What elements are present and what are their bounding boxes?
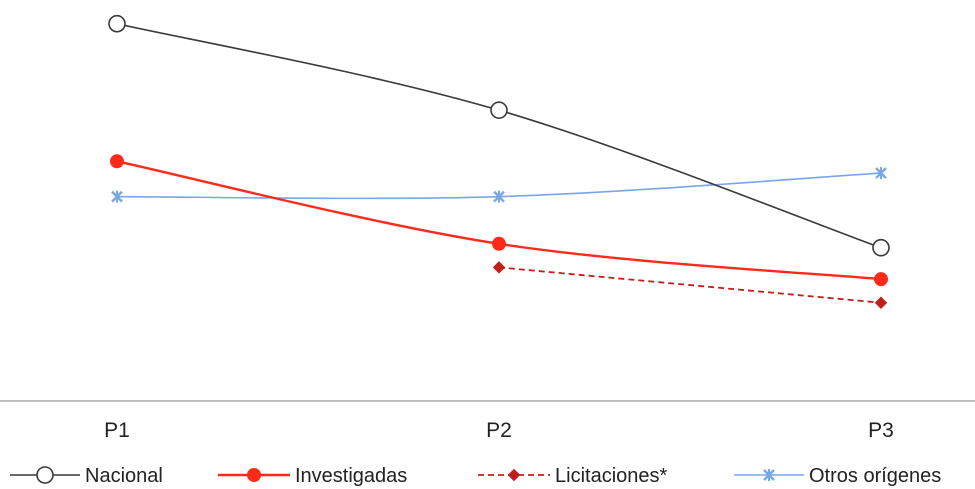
data-point-investigadas [110, 154, 124, 169]
data-point-investigadas [492, 236, 506, 251]
legend-label-licitaciones: Licitaciones* [555, 465, 668, 487]
legend-marker-otros-orígenes [763, 469, 775, 481]
data-point-licitaciones [492, 261, 506, 274]
x-tick-label: P3 [868, 419, 894, 442]
data-point-licitaciones [874, 296, 888, 309]
x-tick-labels: P1 P2 P3 [104, 419, 894, 442]
data-point-otros-orígenes [493, 190, 505, 203]
series-line-nacional [116, 22, 882, 249]
legend-marker-investigadas [247, 468, 261, 482]
legend: Nacional Investigadas Licitaciones* Otros o… [10, 465, 941, 487]
legend-marker-nacional [36, 466, 54, 484]
x-tick-label: P2 [486, 419, 512, 442]
series-line-licitaciones [498, 266, 882, 304]
legend-marker-licitaciones [507, 468, 521, 482]
legend-label-investigadas: Investigadas [295, 465, 407, 487]
legend-label-nacional: Nacional [85, 465, 163, 487]
data-point-investigadas [874, 272, 888, 287]
plot-markers [108, 14, 890, 309]
data-point-nacional [108, 14, 126, 33]
x-tick-label: P1 [104, 419, 130, 442]
legend-label-otros-orígenes: Otros orígenes [809, 465, 941, 487]
plot-lines [116, 22, 882, 304]
data-point-otros-orígenes [875, 167, 887, 180]
data-point-nacional [872, 238, 890, 257]
data-point-nacional [490, 101, 508, 119]
data-point-otros-orígenes [111, 190, 123, 203]
